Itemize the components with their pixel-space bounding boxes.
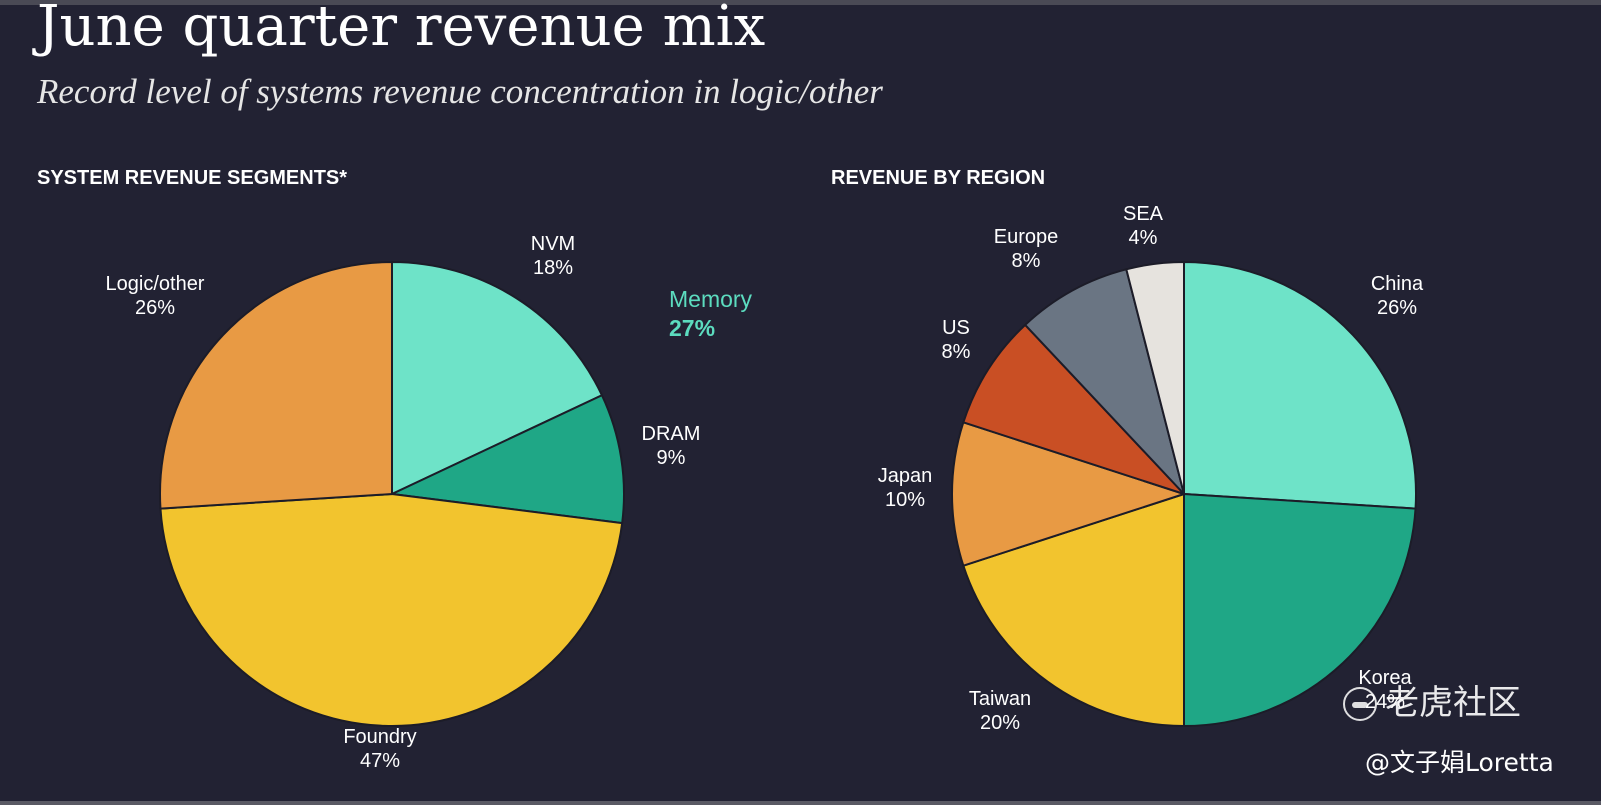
annotation-value-memory: 27% (669, 315, 715, 341)
pie-slice-dram (391, 394, 625, 525)
slice-value-foundry: 47% (360, 750, 400, 772)
pie-slice-us (962, 323, 1185, 495)
slice-label-korea: Korea (1358, 667, 1412, 689)
slice-value-europe: 8% (1012, 250, 1041, 272)
slice-value-taiwan: 20% (980, 712, 1020, 734)
slice-value-china: 26% (1377, 297, 1417, 319)
watermark: 老虎社区 (1343, 683, 1573, 723)
top-rule (0, 0, 1601, 5)
slice-value-nvm: 18% (533, 257, 573, 279)
pie-slice-nvm (391, 261, 603, 495)
slice-label-europe: Europe (994, 226, 1059, 248)
pie-slice-europe (1024, 268, 1185, 495)
slice-value-logic-other: 26% (135, 297, 175, 319)
watermark-text: 老虎社区 (1385, 683, 1521, 723)
slice-label-us: US (942, 317, 970, 339)
tiger-logo-icon (1343, 687, 1377, 721)
pie-slice-logic-other (159, 261, 393, 510)
pie-slice-korea (1183, 493, 1417, 727)
pie-slice-japan (950, 421, 1185, 567)
slice-label-china: China (1371, 273, 1424, 295)
slice-label-sea: SEA (1123, 203, 1164, 225)
pie-slice-taiwan (962, 493, 1185, 727)
slice-label-nvm: NVM (531, 233, 575, 255)
slice-value-japan: 10% (885, 489, 925, 511)
slice-label-logic-other: Logic/other (106, 273, 205, 295)
slice-label-foundry: Foundry (343, 726, 416, 748)
slice-value-dram: 9% (657, 447, 686, 469)
slice-label-japan: Japan (878, 465, 933, 487)
slice-label-taiwan: Taiwan (969, 688, 1031, 710)
chart-title: June quarter revenue mix (37, 0, 766, 59)
slice-value-sea: 4% (1129, 227, 1158, 249)
slice-label-dram: DRAM (642, 423, 701, 445)
author-handle: @文子娟Loretta (1365, 748, 1554, 777)
region-pie: China26%Korea24%Taiwan20%Japan10%US8%Eur… (878, 203, 1424, 734)
bottom-rule (0, 801, 1601, 805)
slice-value-us: 8% (942, 341, 971, 363)
pie-slice-foundry (159, 493, 624, 727)
annotation-label-memory: Memory (669, 286, 753, 312)
pie-slice-china (1183, 261, 1417, 510)
right-chart-title: REVENUE BY REGION (831, 167, 1046, 189)
pie-slice-sea (1125, 261, 1185, 495)
chart-subtitle: Record level of systems revenue concentr… (37, 72, 883, 111)
left-chart-title: SYSTEM REVENUE SEGMENTS* (37, 167, 348, 189)
